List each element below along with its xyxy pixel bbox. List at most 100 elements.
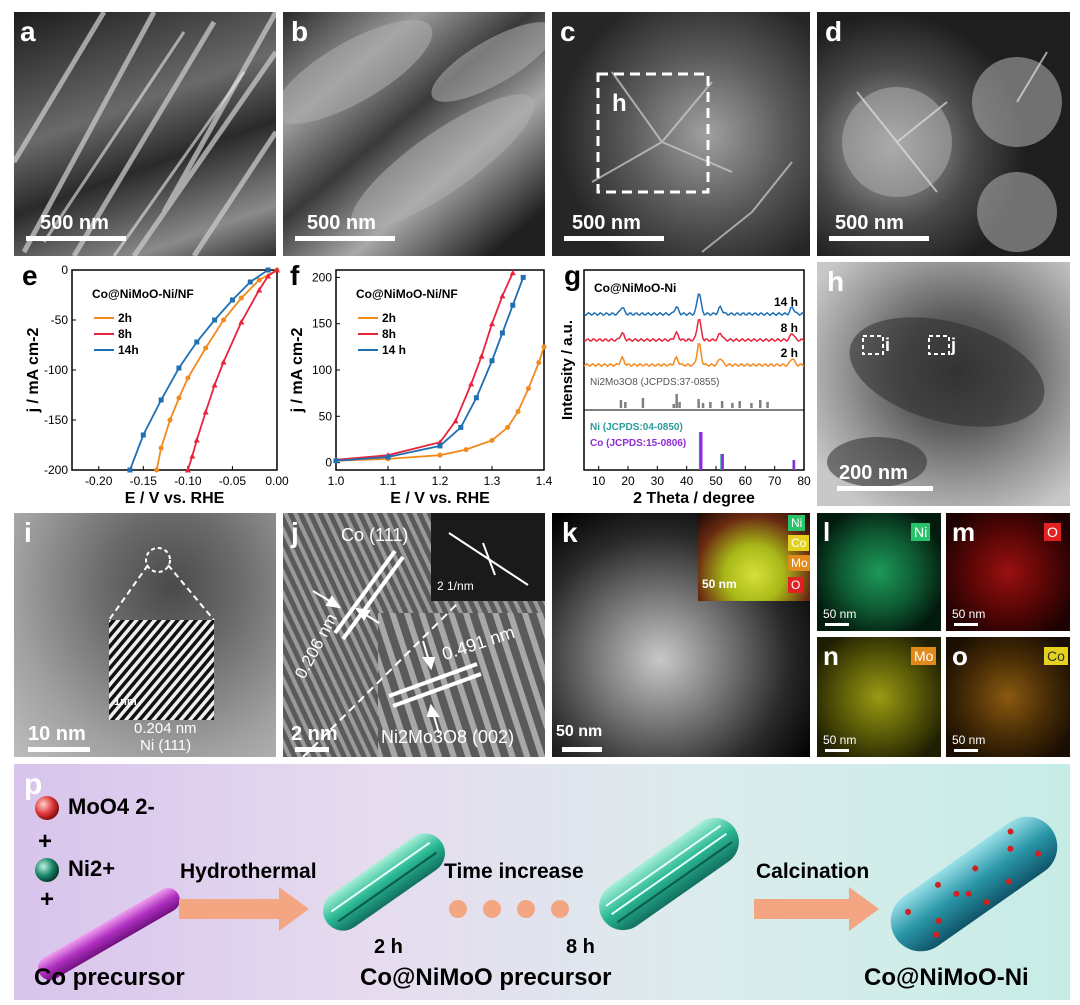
plus-sign: + bbox=[38, 828, 53, 855]
calcination-label: Calcination bbox=[756, 860, 870, 883]
scale-bar bbox=[26, 236, 126, 241]
scale-text: 500 nm bbox=[40, 212, 109, 234]
data-point bbox=[154, 467, 160, 473]
chart-g: 10 20 30 40 50 60 70 80 2 Theta / degree Intensit… bbox=[559, 269, 811, 507]
scale-text: 10 nm bbox=[28, 723, 86, 745]
reference-line bbox=[619, 400, 623, 408]
y-tick-label: -50 bbox=[51, 313, 69, 327]
y-tick-label: 150 bbox=[312, 317, 332, 331]
legend-label: 8h bbox=[118, 327, 132, 341]
inset-scale-text: 1nm bbox=[114, 696, 137, 708]
box-label-i: i bbox=[885, 335, 891, 355]
data-point bbox=[509, 269, 516, 276]
eds-tag-o: O bbox=[788, 577, 804, 593]
x-tick-label: 80 bbox=[797, 474, 811, 488]
data-point bbox=[221, 317, 227, 323]
x-tick-label: 1.1 bbox=[380, 474, 397, 488]
data-point bbox=[167, 417, 173, 423]
y-tick-label: 0 bbox=[61, 263, 68, 277]
x-tick-label: 50 bbox=[709, 474, 723, 488]
scale-bar bbox=[295, 747, 329, 752]
data-point bbox=[158, 397, 164, 403]
data-point bbox=[452, 417, 459, 424]
haadf-panel-k: Ni Co Mo O 50 nm k 50 nm bbox=[552, 513, 810, 757]
data-point bbox=[229, 297, 235, 303]
map-tag: Mo bbox=[911, 647, 937, 665]
data-point bbox=[468, 380, 475, 387]
panel-label-i: i bbox=[24, 517, 32, 548]
data-point bbox=[463, 447, 469, 453]
time-increase-label: Time increase bbox=[444, 860, 584, 883]
panel-label-g: g bbox=[564, 260, 582, 291]
scale-text: 50 nm bbox=[823, 733, 857, 747]
zoom-box bbox=[596, 72, 710, 194]
data-point bbox=[189, 453, 196, 459]
chart-e: -0.20 -0.15 -0.10 -0.05 0.00 0 -50 -100 -150 -200… bbox=[25, 263, 289, 507]
x-tick-label: 1.2 bbox=[432, 474, 449, 488]
y-tick-label: -100 bbox=[44, 363, 68, 377]
lattice-inset bbox=[108, 547, 215, 720]
data-point bbox=[499, 292, 506, 299]
x-tick-label: 1.0 bbox=[328, 474, 345, 488]
panel-label-l: l bbox=[823, 517, 831, 547]
x-axis-label: E / V vs. RHE bbox=[390, 490, 490, 507]
scale-text: 50 nm bbox=[823, 607, 857, 621]
final-product-label: Co@NiMoO-Ni bbox=[864, 964, 1029, 991]
eds-tag-ni: Ni bbox=[788, 515, 806, 531]
scale-bar bbox=[837, 486, 933, 491]
data-point bbox=[265, 273, 272, 279]
data-point bbox=[274, 267, 280, 273]
y-tick-label: 100 bbox=[312, 363, 332, 377]
data-point bbox=[238, 319, 245, 325]
series-line-2h bbox=[155, 269, 278, 471]
plus-sign: + bbox=[40, 886, 55, 913]
chart-title: Co@NiMoO-Ni/NF bbox=[356, 287, 458, 301]
panel-label-e: e bbox=[22, 260, 38, 291]
reference-line bbox=[766, 402, 769, 408]
tem-panel-h: h i j 200 nm bbox=[817, 262, 1070, 506]
pattern-label: 8 h bbox=[781, 321, 798, 335]
reference-line bbox=[701, 403, 705, 408]
scale-bar bbox=[954, 749, 978, 752]
data-point bbox=[220, 359, 227, 365]
hydrothermal-label: Hydrothermal bbox=[180, 860, 317, 883]
hrtem-panel-i: i 1nm 0.204 nm Ni (111) 10 nm bbox=[14, 513, 276, 757]
y-tick-label: 0 bbox=[325, 456, 332, 470]
plane-label: Ni (111) bbox=[140, 737, 192, 754]
scale-bar bbox=[829, 236, 929, 241]
data-point bbox=[193, 437, 200, 443]
series-line-2h bbox=[335, 346, 545, 462]
x-tick-label: 0.00 bbox=[265, 474, 289, 488]
series-line-8h bbox=[187, 269, 278, 471]
reference-line bbox=[709, 402, 712, 408]
data-point bbox=[247, 279, 253, 285]
data-point bbox=[256, 277, 262, 283]
scale-text: 200 nm bbox=[839, 462, 908, 484]
nanowire-texture bbox=[14, 12, 276, 256]
pattern-label: 14 h bbox=[774, 295, 798, 309]
map-tag: O bbox=[1044, 523, 1061, 541]
ni-ball-icon bbox=[35, 858, 59, 882]
data-point bbox=[265, 267, 271, 273]
scale-bar bbox=[562, 747, 602, 752]
x-axis-label: E / V vs. RHE bbox=[125, 490, 225, 507]
data-point bbox=[256, 287, 263, 293]
scale-text: 50 nm bbox=[952, 733, 986, 747]
panel-label-p: p bbox=[24, 768, 43, 801]
flower-texture bbox=[591, 71, 793, 253]
y-axis-label: j / mA cm-2 bbox=[25, 328, 42, 414]
panel-label-h: h bbox=[827, 266, 845, 297]
synthesis-scheme: p bbox=[14, 764, 1070, 1000]
co-precursor-label: Co precursor bbox=[34, 964, 185, 991]
reference-line bbox=[792, 460, 796, 470]
reference-line bbox=[720, 401, 724, 408]
sem-panel-c: c h 500 nm bbox=[552, 12, 810, 256]
panel-label-b: b bbox=[291, 16, 309, 47]
chart-title: Co@NiMoO-Ni bbox=[594, 281, 676, 295]
scale-text: 50 nm bbox=[952, 607, 986, 621]
sem-panel-b: b 500 nm bbox=[283, 12, 545, 256]
data-point bbox=[458, 424, 464, 430]
data-point bbox=[437, 439, 443, 445]
time-8h-label: 8 h bbox=[566, 936, 595, 958]
data-point bbox=[473, 395, 479, 401]
